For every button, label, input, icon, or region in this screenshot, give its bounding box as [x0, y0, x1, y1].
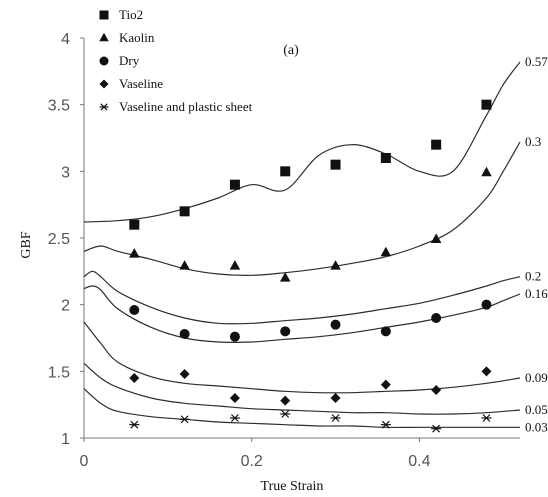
data-point — [280, 395, 291, 406]
curve-label: 0.09 — [525, 370, 548, 385]
fit-curve — [83, 285, 521, 344]
data-point — [330, 393, 341, 403]
fit-curve — [83, 141, 521, 276]
legend-label: Dry — [119, 53, 140, 68]
data-point — [280, 410, 291, 418]
x-axis-label: True Strain — [261, 479, 324, 494]
data-point — [380, 326, 391, 337]
data-point — [179, 369, 190, 379]
fit-curve — [83, 61, 521, 223]
data-point — [179, 415, 190, 424]
data-point — [129, 420, 140, 429]
fit-curve — [83, 321, 521, 394]
data-point — [431, 313, 442, 323]
fit-curve — [83, 362, 521, 415]
data-point — [229, 260, 241, 270]
data-point — [229, 393, 240, 403]
y-tick-label: 3 — [61, 164, 70, 181]
legend-label: Kaolin — [119, 30, 155, 45]
data-point — [280, 166, 291, 177]
y-tick-label: 4 — [61, 31, 70, 48]
data-point — [481, 366, 492, 377]
y-tick-label: 1.5 — [48, 364, 70, 381]
legend-marker — [99, 10, 109, 20]
data-point — [280, 326, 291, 337]
data-point — [129, 373, 140, 383]
legend-marker — [99, 79, 109, 89]
data-point — [330, 260, 341, 270]
data-point — [481, 166, 492, 177]
fit-curve — [83, 388, 520, 429]
legend-marker — [99, 56, 109, 66]
data-point — [129, 305, 140, 315]
curve-label: 0.577 — [525, 54, 548, 69]
y-tick-label: 2 — [61, 298, 70, 315]
data-point — [279, 272, 291, 282]
data-point — [330, 414, 341, 422]
data-point — [330, 319, 341, 330]
data-point — [481, 299, 492, 310]
data-point — [129, 219, 140, 230]
legend-label: Tio2 — [119, 7, 143, 22]
data-point — [229, 179, 240, 190]
y-axis-label: GBF — [19, 231, 34, 258]
data-point — [179, 260, 190, 270]
data-point — [431, 385, 442, 395]
legend-label: Vaseline — [119, 76, 163, 91]
data-point — [179, 329, 190, 339]
data-point — [229, 414, 240, 422]
curve-label: 0.3 — [525, 134, 541, 149]
data-point — [431, 424, 442, 433]
data-point — [129, 248, 140, 258]
x-tick-label: 0.2 — [241, 453, 263, 470]
y-tick-label: 3.5 — [48, 98, 70, 115]
y-tick-label: 1 — [61, 431, 70, 448]
data-point — [380, 153, 391, 163]
curve-label: 0.03 — [525, 419, 548, 434]
x-tick-label: 0 — [80, 453, 89, 470]
data-point — [481, 99, 492, 110]
data-point — [380, 246, 392, 257]
legend-label: Vaseline and plastic sheet — [119, 99, 253, 114]
data-point — [229, 331, 240, 342]
data-point — [380, 420, 391, 429]
data-point — [380, 379, 391, 390]
curve-label: 0.2 — [525, 269, 541, 284]
data-point — [179, 206, 190, 217]
y-tick-label: 2.5 — [48, 231, 70, 248]
data-point — [481, 414, 492, 422]
fit-curve — [83, 270, 521, 325]
curve-label: 0.05 — [525, 402, 548, 417]
curve-label: 0.16 — [525, 286, 548, 301]
x-tick-label: 0.4 — [408, 453, 430, 470]
data-point — [430, 233, 442, 243]
data-point — [431, 139, 442, 150]
data-point — [330, 159, 341, 170]
panel-label: (a) — [283, 43, 299, 58]
legend-marker — [99, 32, 109, 42]
legend-marker — [99, 103, 109, 111]
